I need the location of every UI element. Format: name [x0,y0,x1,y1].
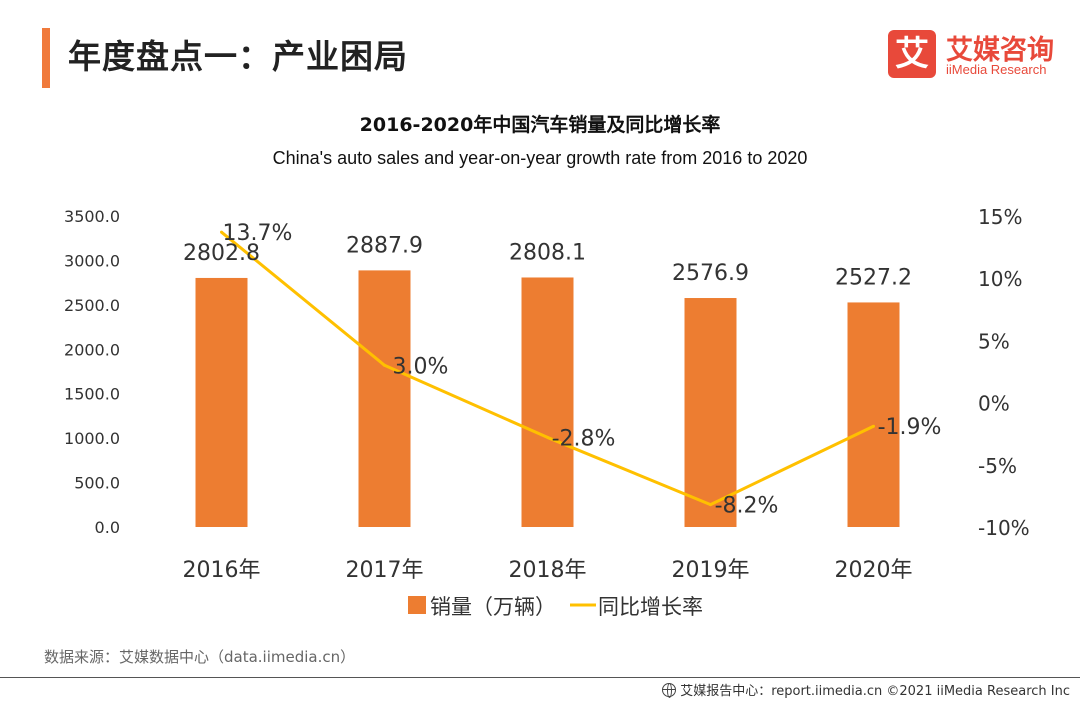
legend-swatch-sales [408,596,426,614]
growth-rate-point [220,230,223,234]
line-data-label: 13.7% [223,221,293,246]
line-data-label: -1.9% [878,415,942,440]
footer-copyright-text: 艾媒报告中心：report.iimedia.cn ©2021 iiMedia R… [680,684,1070,699]
bar-data-label: 2808.1 [509,240,586,265]
line-data-label: 3.0% [393,354,449,379]
chart-subtitle: China's auto sales and year-on-year grow… [272,148,808,168]
left-axis-tick-label: 500.0 [74,474,120,493]
brand-logo: 艾 艾媒咨询 iiMedia Research [888,30,1058,82]
right-axis-tick-label: 15% [978,205,1022,229]
bar-data-label: 2802.8 [183,241,260,266]
x-axis-tick-label: 2017年 [346,558,424,583]
left-axis-tick-label: 2500.0 [64,296,120,315]
growth-rate-point [709,503,712,507]
logo-text-cn: 艾媒咨询 [946,35,1054,66]
x-axis-tick-label: 2019年 [672,558,750,583]
line-data-label: -8.2% [715,494,779,519]
growth-rate-point [872,424,875,428]
growth-rate-point [546,435,549,439]
globe-icon [662,683,677,698]
chart-title: 2016-2020年中国汽车销量及同比增长率 [359,114,721,136]
logo-text-en: iiMedia Research [946,62,1047,77]
right-axis-tick-label: -10% [978,516,1030,540]
line-data-label: -2.8% [552,426,616,451]
left-axis-tick-label: 1500.0 [64,385,120,404]
right-axis-tick-label: 0% [978,392,1010,416]
x-axis-tick-label: 2020年 [835,558,913,583]
growth-rate-point [383,363,386,367]
footer-copyright: 艾媒报告中心：report.iimedia.cn ©2021 iiMedia R… [662,680,1070,699]
bar-sales [195,277,248,527]
x-axis-tick-label: 2016年 [183,558,261,583]
left-axis-tick-label: 2000.0 [64,340,120,359]
page-title: 年度盘点一：产业困局 [68,37,408,76]
legend-label-sales: 销量（万辆） [430,595,556,619]
footer-divider [0,677,1080,678]
combo-chart: 0.0 500.0 1000.0 1500.0 2000.0 2500.0 3000.0 35… [64,205,1030,619]
left-axis-tick-label: 3500.0 [64,207,120,226]
bar-data-label: 2576.9 [672,261,749,286]
title-accent-bar [42,28,50,88]
left-axis-tick-label: 1000.0 [64,429,120,448]
logo-mark-icon: 艾 [888,30,936,78]
x-axis-tick-label: 2018年 [509,558,587,583]
data-source: 数据来源：艾媒数据中心（data.iimedia.cn） [44,648,356,666]
right-axis-tick-label: -5% [978,454,1017,478]
bar-sales [358,270,411,527]
right-axis-tick-label: 10% [978,267,1022,291]
bar-sales [684,298,737,527]
left-axis-tick-label: 0.0 [95,518,120,537]
right-axis-tick-label: 5% [978,329,1010,353]
bar-data-label: 2527.2 [835,265,912,290]
bar-sales [847,302,900,527]
legend-label-growth: 同比增长率 [598,595,703,619]
left-axis-tick-label: 3000.0 [64,251,120,270]
bar-data-label: 2887.9 [346,233,423,258]
bar-sales [521,277,574,527]
